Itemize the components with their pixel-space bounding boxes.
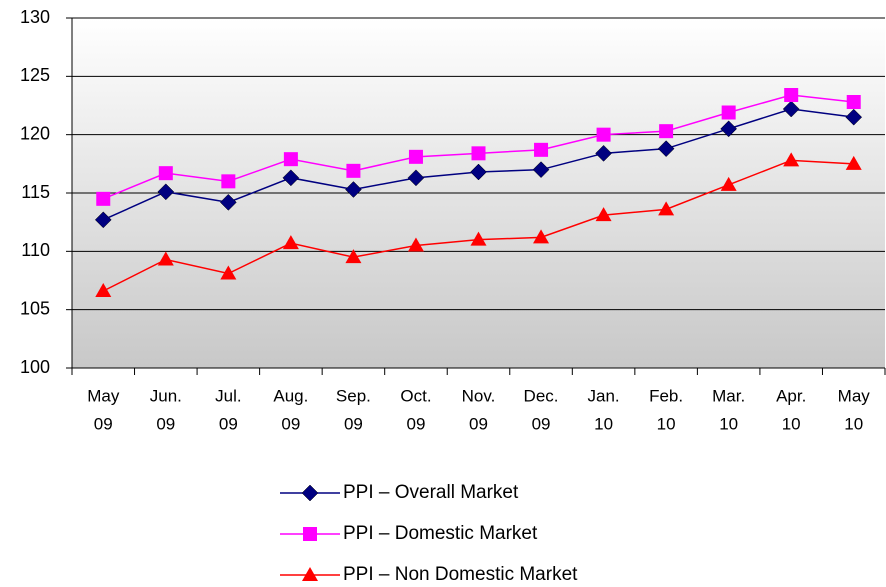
data-point: [782, 100, 800, 118]
legend-marker: [302, 567, 318, 581]
data-point: [158, 166, 173, 181]
y-tick-label: 110: [21, 240, 50, 260]
data-point: [221, 174, 236, 189]
data-point: [219, 193, 237, 211]
y-tick-label: 100: [20, 357, 50, 377]
data-point: [784, 88, 799, 102]
legend-label: PPI – Domestic Market: [343, 523, 538, 544]
data-point: [470, 163, 487, 181]
data-point: [845, 155, 862, 170]
y-tick-label: 125: [20, 65, 50, 85]
y-tick-label: 120: [20, 123, 50, 143]
data-point: [470, 231, 487, 246]
data-point: [407, 169, 425, 187]
x-tick-label: May: [838, 386, 871, 405]
data-point: [659, 124, 674, 139]
data-point: [157, 251, 174, 266]
data-point: [657, 140, 675, 158]
y-tick-label: 115: [21, 182, 50, 202]
x-tick-label: 10: [657, 414, 676, 433]
data-point: [658, 201, 675, 216]
data-point: [408, 149, 423, 164]
data-point: [534, 142, 549, 157]
data-point: [346, 163, 361, 178]
x-tick-label: Feb.: [649, 386, 683, 405]
x-tick-label: Jul.: [215, 386, 241, 405]
legend-marker: [303, 527, 317, 541]
x-tick-label: 10: [844, 414, 863, 433]
x-tick-label: Dec.: [524, 386, 559, 405]
x-tick-label: Mar.: [712, 386, 745, 405]
data-point: [345, 181, 362, 198]
data-point: [532, 161, 550, 179]
data-point: [94, 211, 112, 229]
x-tick-label: Nov.: [462, 386, 496, 405]
x-tick-label: Oct.: [400, 386, 431, 405]
x-tick-label: 09: [532, 414, 551, 433]
x-tick-label: Sep.: [336, 386, 371, 405]
data-point: [220, 265, 237, 280]
data-point: [595, 207, 612, 222]
data-point: [282, 169, 300, 187]
data-point: [721, 105, 736, 120]
x-tick-label: Jun.: [150, 386, 182, 405]
x-tick-label: Apr.: [776, 386, 806, 405]
data-point: [283, 152, 298, 167]
data-point: [846, 95, 861, 109]
x-tick-label: 09: [344, 414, 363, 433]
data-point: [471, 146, 486, 161]
y-tick-label: 130: [20, 7, 50, 27]
data-point: [720, 176, 737, 191]
data-point: [157, 183, 175, 201]
data-point: [845, 108, 863, 126]
x-tick-label: 10: [782, 414, 801, 433]
x-tick-label: May: [87, 386, 120, 405]
x-tick-label: 09: [156, 414, 175, 433]
x-tick-label: Jan.: [588, 386, 620, 405]
data-point: [720, 120, 738, 138]
x-tick-label: 10: [594, 414, 613, 433]
data-point: [95, 283, 112, 297]
x-tick-label: 09: [281, 414, 300, 433]
legend-label: PPI – Non Domestic Market: [343, 564, 578, 585]
legend-marker: [301, 484, 319, 502]
y-tick-label: 105: [20, 298, 50, 318]
x-tick-label: 10: [719, 414, 738, 433]
data-point: [282, 235, 299, 250]
x-tick-label: 09: [219, 414, 238, 433]
legend-label: PPI – Overall Market: [343, 482, 519, 503]
data-point: [407, 237, 424, 252]
data-point: [96, 191, 111, 206]
x-tick-label: Aug.: [273, 386, 308, 405]
data-point: [596, 127, 611, 142]
x-tick-label: 09: [469, 414, 488, 433]
data-point: [783, 152, 800, 167]
data-point: [533, 229, 550, 244]
x-tick-label: 09: [94, 414, 113, 433]
x-tick-label: 09: [407, 414, 426, 433]
data-point: [595, 144, 612, 162]
data-point: [345, 249, 362, 264]
